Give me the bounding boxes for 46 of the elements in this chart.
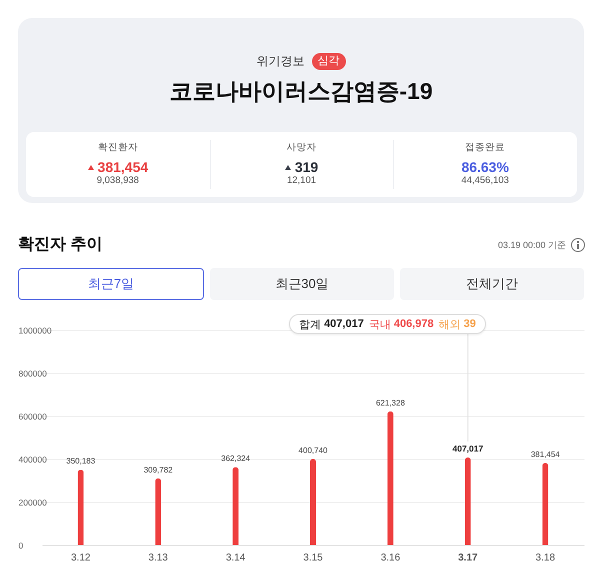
x-tick-label: 3.17 <box>458 552 478 564</box>
x-tick-label: 3.12 <box>70 552 91 564</box>
text: 확진환자 <box>96 142 139 154</box>
text: 381,454 <box>98 159 148 175</box>
text: 44,456,103 <box>460 175 510 187</box>
text: 12,101 <box>286 175 318 187</box>
data-label: 381,454 <box>530 450 560 459</box>
value-tooltip: 합계 407,017 국내 406,978 해외 39 <box>289 314 486 334</box>
bar <box>387 411 394 545</box>
y-tick-label: 800000 <box>18 368 48 378</box>
bar <box>155 478 162 545</box>
y-tick-label: 1000000 <box>18 326 52 336</box>
text: 03.19 00:00 기준 <box>498 239 566 251</box>
data-label: 362,324 <box>221 454 251 464</box>
bar <box>542 462 548 545</box>
tab-button[interactable]: 최근7일 <box>18 268 204 300</box>
y-tick-label: 400000 <box>18 454 48 464</box>
y-tick-label: 600000 <box>18 412 48 422</box>
text: 접종완료 <box>464 142 506 154</box>
text: 9,038,938 <box>96 175 140 187</box>
ref-line-label: 합계 407,017 국내 406,978 해외 39 <box>299 317 476 332</box>
data-label: 350,183 <box>66 456 96 466</box>
data-label: 621,328 <box>376 398 406 408</box>
data-label: 309,782 <box>144 465 174 474</box>
data-label: 407,017 <box>452 443 484 454</box>
bar <box>232 467 239 545</box>
text: 86.63% <box>461 159 509 175</box>
data-label: 400,740 <box>298 446 328 455</box>
chart-title: 확진자 추이 <box>18 235 102 255</box>
x-tick-label: 3.13 <box>148 552 168 564</box>
x-tick-label: 3.14 <box>226 552 246 564</box>
y-tick-label: 200000 <box>18 498 48 508</box>
tab-button[interactable]: 전체기간 <box>400 268 584 300</box>
bar <box>310 458 316 545</box>
x-tick-label: 3.18 <box>536 552 556 564</box>
x-tick-label: 3.15 <box>303 552 324 564</box>
text: 위기경보 <box>256 52 304 70</box>
bar <box>78 470 84 545</box>
text: 사망자 <box>286 142 318 154</box>
y-tick-label: 0 <box>18 540 24 550</box>
status-badge: 심각 <box>312 52 346 70</box>
text: 319 <box>294 159 318 175</box>
text: 코로나바이러스감염증-19 <box>168 77 434 106</box>
x-tick-label: 3.16 <box>380 552 401 564</box>
tab-button[interactable]: 최근30일 <box>210 268 394 300</box>
bar <box>464 457 471 545</box>
